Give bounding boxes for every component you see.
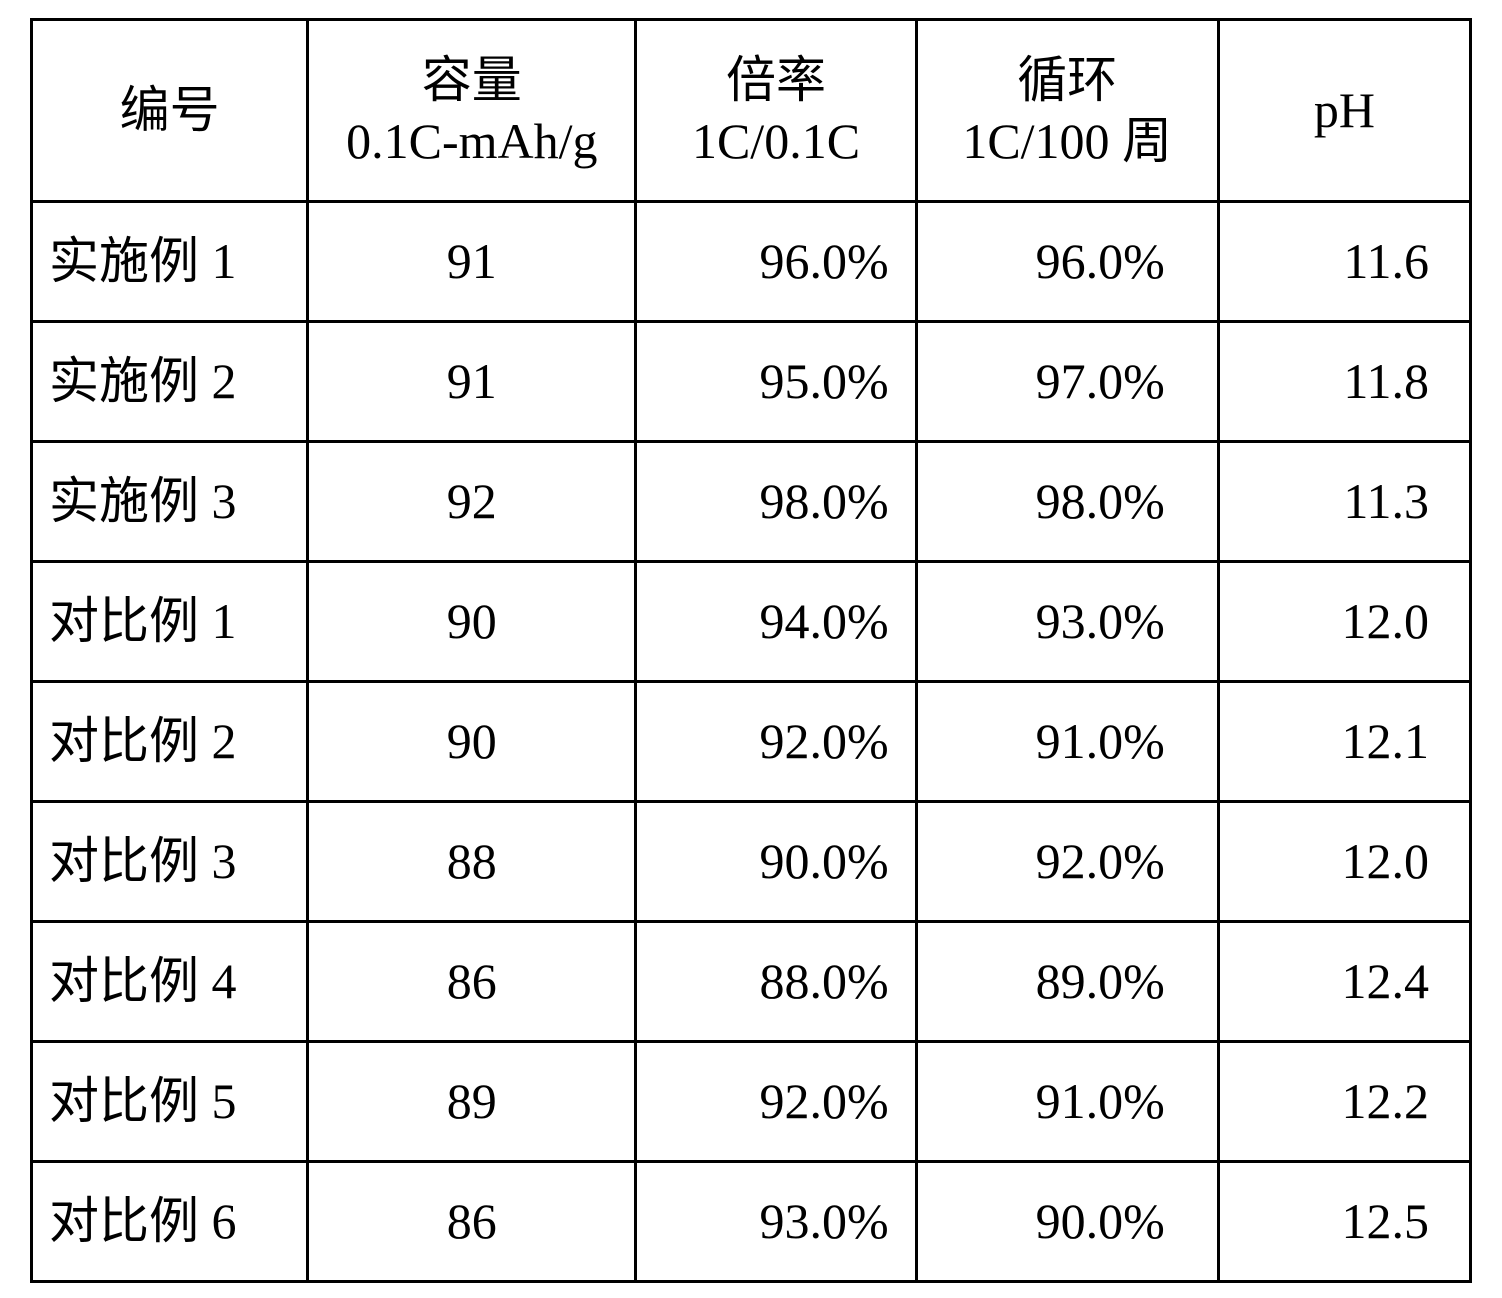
cell-cycle: 91.0%: [916, 1042, 1218, 1162]
cell-ph: 12.0: [1218, 802, 1470, 922]
page: 编号 容量 0.1C-mAh/g 倍率 1C/0.1C 循环 1C/100 周 …: [0, 0, 1502, 1298]
cell-capacity: 92: [308, 442, 636, 562]
cell-capacity: 91: [308, 322, 636, 442]
col-header-ph: pH: [1218, 20, 1470, 202]
col-header-cycle-line2: 1C/100 周: [922, 114, 1213, 169]
cell-rate: 98.0%: [636, 442, 916, 562]
data-table: 编号 容量 0.1C-mAh/g 倍率 1C/0.1C 循环 1C/100 周 …: [30, 18, 1472, 1283]
cell-rate: 90.0%: [636, 802, 916, 922]
cell-rate: 94.0%: [636, 562, 916, 682]
table-row: 对比例 2 90 92.0% 91.0% 12.1: [32, 682, 1471, 802]
row-label: 对比例 2: [32, 682, 308, 802]
cell-capacity: 86: [308, 922, 636, 1042]
cell-ph: 12.2: [1218, 1042, 1470, 1162]
cell-ph: 11.6: [1218, 202, 1470, 322]
col-header-capacity: 容量 0.1C-mAh/g: [308, 20, 636, 202]
cell-capacity: 90: [308, 682, 636, 802]
col-header-capacity-line2: 0.1C-mAh/g: [313, 114, 630, 169]
table-row: 对比例 4 86 88.0% 89.0% 12.4: [32, 922, 1471, 1042]
cell-capacity: 88: [308, 802, 636, 922]
row-label: 对比例 3: [32, 802, 308, 922]
cell-cycle: 91.0%: [916, 682, 1218, 802]
row-label: 实施例 2: [32, 322, 308, 442]
col-header-capacity-line1: 容量: [313, 53, 630, 108]
col-header-rate-line1: 倍率: [641, 53, 910, 108]
table-body: 实施例 1 91 96.0% 96.0% 11.6 实施例 2 91 95.0%…: [32, 202, 1471, 1282]
cell-rate: 88.0%: [636, 922, 916, 1042]
row-label: 对比例 4: [32, 922, 308, 1042]
col-header-id: 编号: [32, 20, 308, 202]
cell-ph: 11.3: [1218, 442, 1470, 562]
col-header-cycle-line1: 循环: [922, 53, 1213, 108]
cell-ph: 12.5: [1218, 1162, 1470, 1282]
cell-capacity: 91: [308, 202, 636, 322]
table-row: 实施例 1 91 96.0% 96.0% 11.6: [32, 202, 1471, 322]
cell-ph: 11.8: [1218, 322, 1470, 442]
row-label: 实施例 3: [32, 442, 308, 562]
cell-cycle: 97.0%: [916, 322, 1218, 442]
cell-rate: 93.0%: [636, 1162, 916, 1282]
cell-capacity: 89: [308, 1042, 636, 1162]
table-header-row: 编号 容量 0.1C-mAh/g 倍率 1C/0.1C 循环 1C/100 周 …: [32, 20, 1471, 202]
cell-rate: 92.0%: [636, 1042, 916, 1162]
table-row: 对比例 5 89 92.0% 91.0% 12.2: [32, 1042, 1471, 1162]
table-row: 对比例 3 88 90.0% 92.0% 12.0: [32, 802, 1471, 922]
cell-rate: 92.0%: [636, 682, 916, 802]
col-header-rate: 倍率 1C/0.1C: [636, 20, 916, 202]
col-header-rate-line2: 1C/0.1C: [641, 114, 910, 169]
cell-ph: 12.0: [1218, 562, 1470, 682]
table-row: 实施例 3 92 98.0% 98.0% 11.3: [32, 442, 1471, 562]
table-row: 对比例 6 86 93.0% 90.0% 12.5: [32, 1162, 1471, 1282]
cell-capacity: 86: [308, 1162, 636, 1282]
row-label: 对比例 5: [32, 1042, 308, 1162]
cell-cycle: 90.0%: [916, 1162, 1218, 1282]
col-header-ph-label: pH: [1224, 83, 1465, 138]
cell-ph: 12.1: [1218, 682, 1470, 802]
cell-capacity: 90: [308, 562, 636, 682]
cell-rate: 95.0%: [636, 322, 916, 442]
table-row: 实施例 2 91 95.0% 97.0% 11.8: [32, 322, 1471, 442]
row-label: 实施例 1: [32, 202, 308, 322]
cell-cycle: 96.0%: [916, 202, 1218, 322]
cell-ph: 12.4: [1218, 922, 1470, 1042]
cell-cycle: 93.0%: [916, 562, 1218, 682]
cell-rate: 96.0%: [636, 202, 916, 322]
cell-cycle: 92.0%: [916, 802, 1218, 922]
col-header-id-label: 编号: [37, 83, 302, 138]
row-label: 对比例 6: [32, 1162, 308, 1282]
col-header-cycle: 循环 1C/100 周: [916, 20, 1218, 202]
cell-cycle: 98.0%: [916, 442, 1218, 562]
table-row: 对比例 1 90 94.0% 93.0% 12.0: [32, 562, 1471, 682]
row-label: 对比例 1: [32, 562, 308, 682]
cell-cycle: 89.0%: [916, 922, 1218, 1042]
